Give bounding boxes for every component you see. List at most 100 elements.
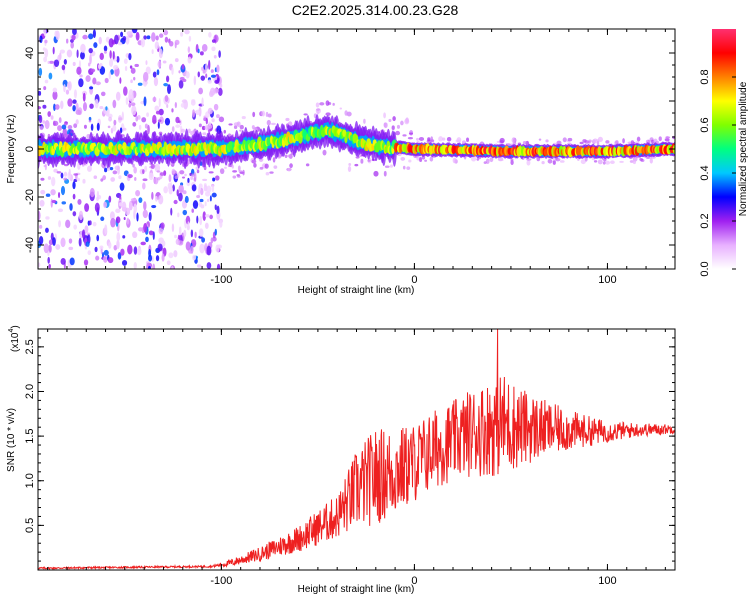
spectrogram-speckle: [178, 192, 183, 202]
spectrogram-speckle: [59, 49, 66, 54]
spectrogram-speckle: [151, 191, 154, 200]
spectrogram-speckle: [143, 222, 148, 233]
spectrogram-speckle: [133, 76, 136, 81]
spectrogram-speckle: [70, 129, 74, 134]
snr-scale-label: (x104): [8, 325, 21, 352]
spectrogram-y-tick-label: 40: [24, 47, 36, 59]
spectrogram-speckle: [205, 63, 208, 73]
spectrogram-speckle: [187, 221, 190, 230]
spectrogram-speckle: [152, 96, 157, 102]
spectrogram-speckle: [418, 137, 425, 141]
spectrogram-speckle: [143, 201, 147, 211]
spectrogram-speckle: [538, 138, 542, 141]
spectrogram-speckle: [218, 50, 221, 58]
spectrogram-speckle: [126, 30, 133, 36]
spectrogram-speckle: [466, 137, 470, 143]
spectrogram-speckle: [104, 224, 108, 235]
spectrogram-speckle: [155, 255, 160, 262]
spectrogram-y-label: Frequency (Hz): [6, 115, 17, 184]
spectrogram-speckle: [136, 247, 142, 256]
spectrogram-speckle: [119, 77, 122, 84]
spectrogram-speckle: [348, 162, 352, 166]
spectrogram-speckle: [156, 170, 161, 173]
spectrogram-speckle: [160, 222, 165, 229]
spectrogram-speckle: [66, 82, 71, 89]
spectrogram-speckle: [665, 136, 671, 139]
spectrogram-speckle: [438, 136, 444, 142]
spectrogram-speckle: [119, 182, 125, 191]
spectrogram-speckle: [108, 241, 112, 249]
spectrogram-speckle: [261, 110, 266, 117]
spectrogram-speckle: [213, 103, 219, 111]
spectrogram-speckle: [212, 236, 217, 242]
spectrogram-speckle: [210, 237, 214, 244]
spectrogram-speckle: [108, 195, 112, 203]
spectrogram-speckle: [123, 216, 126, 221]
spectrogram-speckle: [78, 210, 84, 221]
spectrogram-speckle: [602, 161, 606, 165]
spectrogram-speckle: [303, 113, 308, 116]
spectrogram-speckle: [109, 211, 115, 220]
spectrogram-speckle: [157, 119, 162, 123]
spectrogram-speckle: [88, 220, 92, 226]
spectrogram-speckle: [42, 104, 47, 109]
spectrogram-speckle: [427, 137, 431, 142]
spectrogram-speckle: [120, 31, 124, 38]
spectrogram-speckle: [76, 177, 80, 182]
spectrogram-speckle: [99, 105, 104, 110]
spectrogram-speckle: [43, 164, 47, 168]
snr-x-tick-label: 0: [411, 575, 417, 587]
spectrogram-speckle: [143, 96, 147, 107]
spectrogram-speckle: [38, 106, 42, 110]
spectrogram-speckle: [45, 216, 50, 220]
spectrogram-speckle: [187, 56, 192, 64]
spectrogram-speckle: [48, 264, 51, 269]
spectrogram-speckle: [266, 119, 271, 126]
spectrogram-speckle: [140, 38, 146, 48]
spectrogram-speckle: [201, 237, 206, 243]
spectrogram-speckle: [206, 198, 210, 202]
spectrogram-speckle: [196, 215, 199, 224]
spectrogram-speckle: [174, 42, 177, 49]
spectrogram-speckle: [57, 125, 62, 132]
spectrogram-speckle: [89, 86, 94, 90]
spectrogram-speckle: [208, 32, 212, 38]
spectrogram-speckle: [580, 159, 586, 165]
spectrogram-speckle: [163, 186, 168, 194]
spectrogram-speckle: [143, 35, 147, 40]
spectrogram-speckle: [319, 102, 325, 106]
snr-y-ticks: 0.5 1.0 1.5 2.0 2.5: [24, 328, 675, 571]
spectrogram-speckle: [191, 208, 194, 213]
spectrogram-speckle: [55, 30, 60, 41]
spectrogram-speckle: [163, 30, 169, 36]
spectrogram-speckle: [71, 34, 76, 41]
spectrogram-speckle: [202, 132, 207, 136]
spectrogram-speckle: [110, 177, 116, 182]
spectrogram-speckle: [192, 200, 199, 209]
spectrogram-speckle: [391, 125, 395, 131]
spectrogram-speckle: [66, 49, 73, 58]
spectrogram-speckle: [82, 92, 86, 102]
spectrogram-speckle: [264, 163, 269, 169]
snr-y-tick-label: 1.0: [24, 473, 36, 488]
spectrogram-speckle: [116, 239, 120, 250]
spectrogram-speckle: [107, 125, 111, 129]
spectrogram-speckle: [130, 102, 136, 106]
spectrogram-speckle: [181, 63, 185, 70]
spectrogram-speckle: [83, 124, 87, 129]
spectrogram-speckle: [322, 149, 327, 156]
spectrogram-x-tick-label: 100: [598, 274, 616, 286]
spectrogram-speckle: [94, 246, 98, 253]
spectrogram-speckle: [273, 165, 278, 169]
spectrogram-speckle: [44, 48, 49, 58]
spectrogram-speckle: [166, 260, 171, 266]
spectrogram-speckle: [204, 222, 209, 229]
spectrogram-speckle: [151, 204, 157, 209]
spectrogram-speckle: [567, 137, 573, 142]
spectrogram-speckle: [103, 45, 108, 52]
spectrogram-speckle: [42, 120, 46, 124]
spectrogram-speckle: [173, 199, 178, 205]
spectrogram-speckle: [233, 125, 238, 130]
spectrogram-speckle: [68, 168, 71, 176]
spectrogram-speckle: [610, 160, 615, 165]
